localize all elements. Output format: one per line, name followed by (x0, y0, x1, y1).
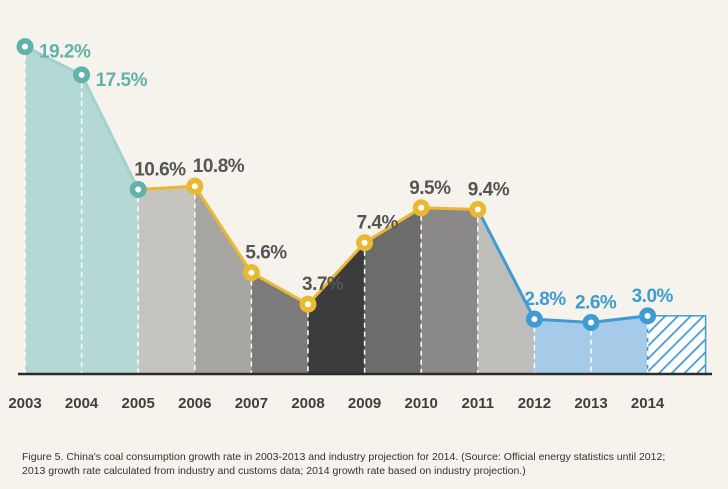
area-segment-2012 (534, 319, 591, 374)
area-segment-2009 (364, 207, 422, 374)
caption-line-1: Figure 5. China's coal consumption growt… (22, 451, 666, 463)
data-point-center-2013 (588, 319, 594, 326)
value-label-2014: 3.0% (632, 286, 674, 307)
area-segment-2008 (308, 242, 365, 374)
area-segment-2013 (591, 315, 648, 374)
series-line-2005 (136, 184, 197, 192)
data-point-center-2009 (361, 239, 368, 246)
value-label-2010: 9.5% (409, 178, 451, 199)
value-label-2003: 19.2% (39, 42, 91, 63)
value-label-2004: 17.5% (96, 70, 148, 91)
area-segment-2011 (477, 209, 535, 374)
data-point-center-2011 (474, 206, 481, 213)
series-line-2008 (306, 241, 367, 306)
series-line-2004 (80, 73, 140, 192)
area-segment-2005 (138, 186, 195, 374)
data-point-center-2007 (248, 269, 255, 276)
value-label-2005: 10.6% (134, 160, 186, 181)
series-line-2013 (589, 314, 650, 324)
x-tick-label-2011: 2011 (462, 395, 495, 412)
series-line-2006 (193, 184, 253, 275)
x-tick-label-2014: 2014 (631, 395, 665, 412)
x-tick-label-2010: 2010 (405, 395, 438, 412)
caption-line-2: 2013 growth rate calculated from industr… (22, 465, 526, 477)
series-line-2003 (23, 45, 84, 77)
x-tick-label-2008: 2008 (291, 395, 324, 412)
x-tick-label-2009: 2009 (348, 395, 381, 412)
projection-area-2014 (646, 315, 707, 375)
x-tick-label-2004: 2004 (65, 395, 99, 412)
data-point-center-2003 (22, 43, 28, 50)
value-label-2012: 2.8% (524, 289, 566, 310)
series-line-2012 (532, 317, 593, 324)
value-label-2013: 2.6% (575, 292, 617, 313)
data-point-center-2012 (531, 316, 538, 323)
data-point-center-2006 (191, 183, 198, 190)
area-segment-2006 (194, 186, 252, 374)
area-segment-2010 (421, 207, 478, 374)
coal-growth-chart: 19.2%17.5% 10.6% 10.8% 5.6% 3.7% 7.4% 9.5% 9.4%… (8, 38, 712, 412)
data-point-center-2010 (418, 204, 425, 211)
chart-area: 19.2% 17.5% 10.6% 10.8% 5.6% 3.7% 7.4% 9.5% 9.4%… (8, 38, 712, 412)
x-tick-label-2003: 2003 (8, 395, 41, 412)
data-point-center-2005 (135, 186, 142, 193)
value-label-2006: 10.8% (193, 156, 245, 177)
value-label-2011: 9.4% (468, 179, 510, 200)
data-point-center-2004 (78, 71, 85, 78)
value-label-2008: 3.7% (302, 274, 344, 295)
data-point-center-2008 (305, 301, 311, 308)
x-tick-label-2006: 2006 (178, 395, 211, 412)
series-line-2007 (249, 271, 310, 306)
x-tick-label-2012: 2012 (518, 395, 551, 412)
value-label-2007: 5.6% (245, 243, 287, 264)
data-point-center-2014 (644, 312, 651, 319)
series-line-2010 (419, 206, 480, 211)
figure-caption: Figure 5. China's coal consumption growt… (22, 450, 712, 478)
x-tick-label-2013: 2013 (574, 395, 607, 412)
x-tick-label-2005: 2005 (122, 395, 155, 412)
area-segment-2003 (25, 46, 82, 374)
series-line-2009 (363, 206, 423, 245)
area-segment-2004 (81, 74, 139, 375)
value-label-2009: 7.4% (357, 213, 399, 234)
x-tick-label-2007: 2007 (235, 395, 268, 412)
series-line-2011 (476, 207, 536, 321)
